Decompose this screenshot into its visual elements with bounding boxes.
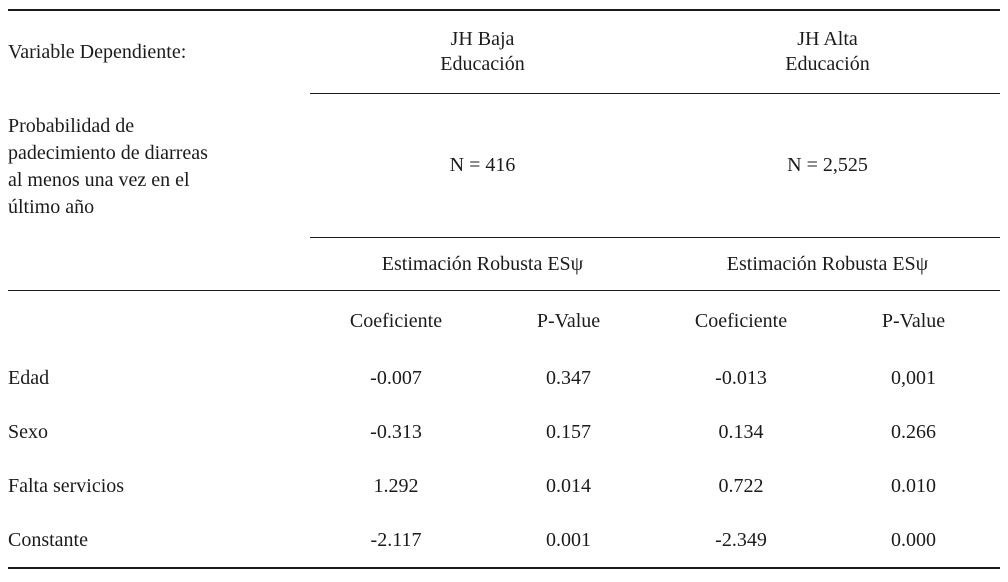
bottom-rule: [8, 567, 1000, 569]
dependent-variable-note: Probabilidad de padecimiento de diarreas…: [8, 111, 310, 221]
row-label: Edad: [8, 366, 50, 389]
group-title-line2: Educación: [440, 53, 525, 75]
estimation-label-jh-baja: Estimación Robusta ESψ: [381, 252, 584, 275]
subheader-coeficiente-2: Coeficiente: [694, 309, 788, 332]
group-title-jh-baja: JH Baja Educación: [310, 27, 655, 77]
cell-value: 0.722: [718, 474, 764, 497]
cell-value: -0.313: [370, 420, 422, 443]
sample-size-jh-alta: N = 2,525: [787, 154, 868, 176]
group-title-jh-alta: JH Alta Educación: [655, 27, 1000, 77]
group-header-rule: [8, 93, 1000, 94]
cell-value: 0.347: [546, 366, 591, 389]
estimation-label-jh-alta: Estimación Robusta ESψ: [726, 252, 929, 275]
group-title-line1: JH Alta: [797, 28, 858, 50]
row-label: Sexo: [8, 420, 48, 443]
group-title-line1: JH Baja: [450, 28, 515, 50]
cell-value: 0.134: [718, 420, 764, 443]
dependent-variable-label: Variable Dependiente:: [8, 40, 187, 63]
row-label: Falta servicios: [8, 474, 125, 497]
table-row-sexo: Sexo -0.313 0.157 0.134 0.266: [8, 405, 1000, 459]
sample-size-rule: [8, 237, 1000, 238]
cell-value: -2.349: [715, 528, 767, 551]
sample-size-jh-baja: N = 416: [449, 154, 516, 176]
cell-value: 0.000: [891, 528, 936, 551]
table-row-falta-servicios: Falta servicios 1.292 0.014 0.722 0.010: [8, 459, 1000, 513]
note-line: padecimiento de diarreas: [8, 141, 208, 164]
group-title-line2: Educación: [785, 53, 870, 75]
cell-value: -0.007: [370, 366, 422, 389]
cell-value: 0.010: [891, 474, 936, 497]
header-row: Variable Dependiente: JH Baja Educación …: [8, 11, 1000, 93]
cell-value: 0.014: [546, 474, 591, 497]
subheader-pvalue-1: P-Value: [536, 309, 601, 332]
cell-value: 0.001: [546, 528, 591, 551]
note-line: al menos una vez en el: [8, 168, 190, 191]
cell-value: 0.266: [891, 420, 936, 443]
note-line: Probabilidad de: [8, 114, 135, 137]
cell-value: 0.157: [546, 420, 591, 443]
subheader-coeficiente-1: Coeficiente: [349, 309, 443, 332]
subheader-row: Coeficiente P-Value Coeficiente P-Value: [8, 291, 1000, 351]
table-row-edad: Edad -0.007 0.347 -0.013 0,001: [8, 351, 1000, 405]
cell-value: -0.013: [715, 366, 767, 389]
cell-value: 0,001: [891, 366, 936, 389]
row-label: Constante: [8, 528, 88, 551]
estimation-row: Estimación Robusta ESψ Estimación Robust…: [8, 238, 1000, 290]
table-row-constante: Constante -2.117 0.001 -2.349 0.000: [8, 513, 1000, 567]
note-line: último año: [8, 195, 95, 218]
subheader-top-rule: [8, 290, 1000, 291]
top-rule: [8, 9, 1000, 11]
subheader-pvalue-2: P-Value: [881, 309, 946, 332]
sample-size-row: Probabilidad de padecimiento de diarreas…: [8, 94, 1000, 237]
cell-value: -2.117: [370, 528, 422, 551]
cell-value: 1.292: [373, 474, 419, 497]
